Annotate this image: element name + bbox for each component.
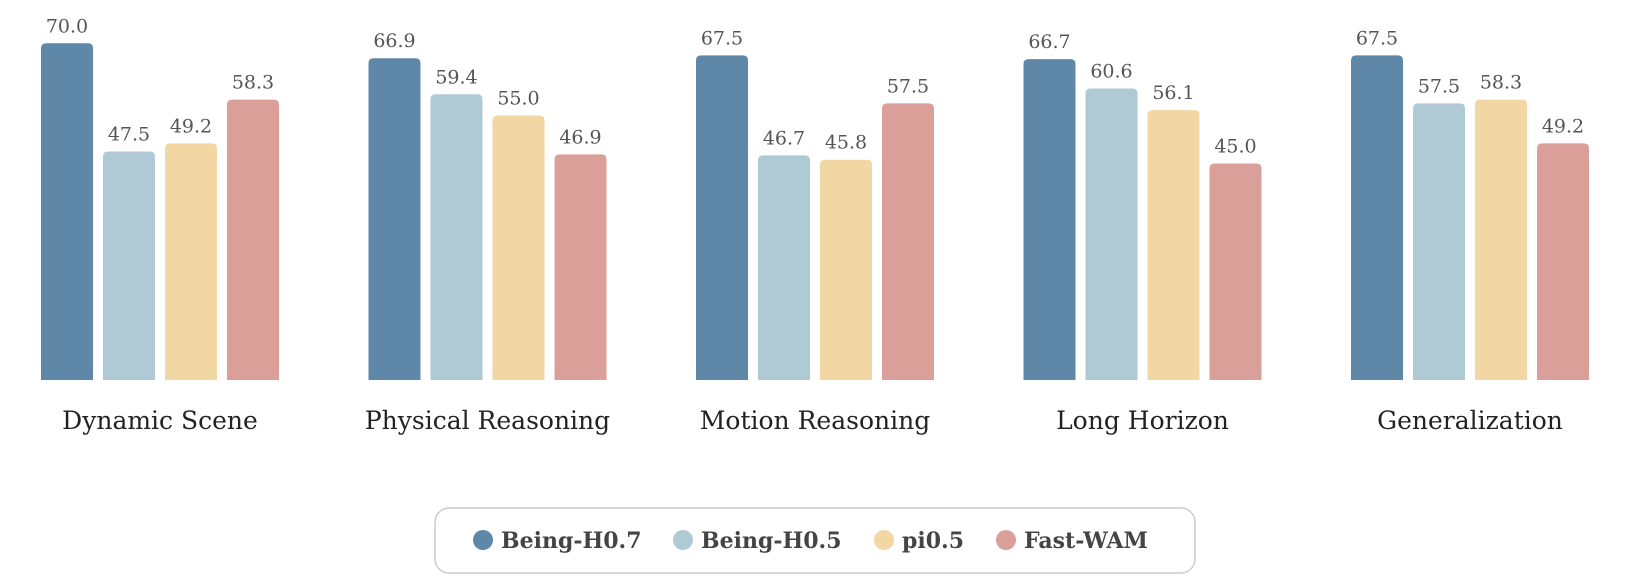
bar-long-horizon-being-h0-7 (1023, 59, 1076, 380)
value-label-dynamic-scene-being-h0-7: 70.0 (46, 15, 88, 37)
bars-layer (41, 43, 1589, 381)
value-label-long-horizon-being-h0-5: 60.6 (1090, 61, 1132, 83)
value-label-generalization-fast-wam: 49.2 (1542, 115, 1584, 137)
bar-physical-reasoning-fast-wam (554, 154, 607, 380)
bar-generalization-fast-wam (1537, 143, 1589, 380)
value-label-long-horizon-being-h0-7: 66.7 (1028, 31, 1070, 53)
value-label-physical-reasoning-pi0-5: 55.0 (497, 87, 539, 109)
bar-generalization-pi0-5 (1475, 99, 1527, 381)
value-label-physical-reasoning-being-h0-5: 59.4 (435, 66, 477, 88)
value-label-physical-reasoning-being-h0-7: 66.9 (373, 30, 415, 52)
value-label-motion-reasoning-being-h0-7: 67.5 (701, 27, 743, 49)
legend-label-being-h0-5: Being-H0.5 (701, 528, 842, 554)
legend: Being-H0.7 Being-H0.5 pi0.5 Fast-WAM (434, 507, 1196, 574)
value-label-dynamic-scene-pi0-5: 49.2 (170, 115, 212, 137)
bar-long-horizon-fast-wam (1209, 163, 1262, 380)
value-label-long-horizon-pi0-5: 56.1 (1152, 82, 1194, 104)
category-label-motion-reasoning: Motion Reasoning (700, 406, 930, 435)
bar-long-horizon-pi0-5 (1147, 110, 1200, 380)
value-label-motion-reasoning-being-h0-5: 46.7 (763, 127, 805, 149)
value-label-generalization-pi0-5: 58.3 (1480, 72, 1522, 94)
bar-generalization-being-h0-7 (1351, 55, 1403, 380)
legend-swatch-being-h0-5 (673, 530, 693, 550)
category-labels-layer: Dynamic Scene Physical Reasoning Motion Re… (62, 406, 1563, 435)
value-label-motion-reasoning-pi0-5: 45.8 (825, 132, 867, 154)
bar-dynamic-scene-being-h0-5 (103, 151, 155, 380)
category-label-generalization: Generalization (1377, 406, 1563, 435)
bar-dynamic-scene-fast-wam (227, 99, 279, 381)
legend-swatch-fast-wam (996, 530, 1016, 550)
value-label-dynamic-scene-being-h0-5: 47.5 (108, 124, 150, 146)
legend-swatch-pi0-5 (874, 530, 894, 550)
bar-motion-reasoning-pi0-5 (820, 159, 872, 380)
category-label-physical-reasoning: Physical Reasoning (365, 406, 610, 435)
legend-label-pi0-5: pi0.5 (902, 528, 964, 554)
bar-motion-reasoning-being-h0-5 (758, 155, 810, 380)
legend-box (434, 507, 1196, 574)
bar-long-horizon-being-h0-5 (1085, 88, 1138, 380)
legend-items: Being-H0.7 Being-H0.5 pi0.5 Fast-WAM (473, 528, 1148, 554)
bar-motion-reasoning-being-h0-7 (696, 55, 748, 380)
value-label-dynamic-scene-fast-wam: 58.3 (232, 72, 274, 94)
legend-label-being-h0-7: Being-H0.7 (501, 528, 642, 554)
category-label-long-horizon: Long Horizon (1056, 406, 1229, 435)
value-label-motion-reasoning-fast-wam: 57.5 (887, 75, 929, 97)
bar-motion-reasoning-fast-wam (882, 103, 934, 381)
category-label-dynamic-scene: Dynamic Scene (62, 406, 258, 435)
value-label-generalization-being-h0-7: 67.5 (1356, 27, 1398, 49)
value-label-physical-reasoning-fast-wam: 46.9 (559, 126, 601, 148)
value-label-long-horizon-fast-wam: 45.0 (1214, 136, 1256, 158)
bar-physical-reasoning-being-h0-7 (368, 58, 421, 380)
bar-physical-reasoning-pi0-5 (492, 115, 545, 380)
value-label-generalization-being-h0-5: 57.5 (1418, 75, 1460, 97)
legend-label-fast-wam: Fast-WAM (1024, 528, 1148, 554)
bar-dynamic-scene-being-h0-7 (41, 43, 93, 381)
legend-swatch-being-h0-7 (473, 530, 493, 550)
bar-physical-reasoning-being-h0-5 (430, 94, 483, 380)
value-labels-layer: 70.0 47.5 49.2 58.3 66.9 59.4 55.0 46.9 67.5 46.7… (46, 15, 1584, 157)
bar-dynamic-scene-pi0-5 (165, 143, 217, 380)
bar-generalization-being-h0-5 (1413, 103, 1465, 381)
